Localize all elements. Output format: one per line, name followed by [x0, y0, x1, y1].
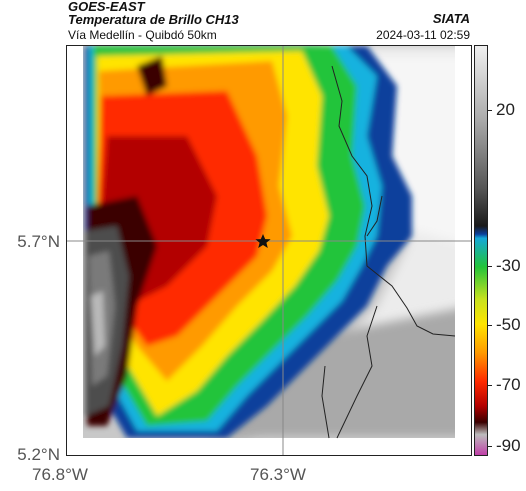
colorbar-tick-label: -90: [496, 436, 521, 455]
colorbar-tick-label: -50: [496, 315, 521, 334]
timestamp: 2024-03-11 02:59: [376, 28, 470, 42]
subtitle-region: Vía Medellín - Quibdó 50km: [68, 28, 217, 42]
colorbar: [474, 45, 488, 456]
y-tick-label: 5.2°N: [17, 445, 60, 464]
title-product: Temperatura de Brillo CH13: [68, 12, 239, 27]
colorbar-tick-label: -70: [496, 375, 521, 394]
star-icon: [255, 234, 271, 248]
satellite-map: [66, 45, 472, 456]
x-tick-label: 76.8°W: [32, 465, 88, 484]
colorbar-tick-label: -30: [496, 256, 521, 275]
y-tick-label: 5.7°N: [17, 232, 60, 251]
brightness-temperature-field: [67, 46, 471, 455]
colorbar-tick-label: 20: [496, 100, 515, 119]
x-tick-label: 76.3°W: [250, 465, 306, 484]
title-satellite: GOES-EAST: [68, 0, 145, 14]
brand-label: SIATA: [432, 11, 470, 26]
